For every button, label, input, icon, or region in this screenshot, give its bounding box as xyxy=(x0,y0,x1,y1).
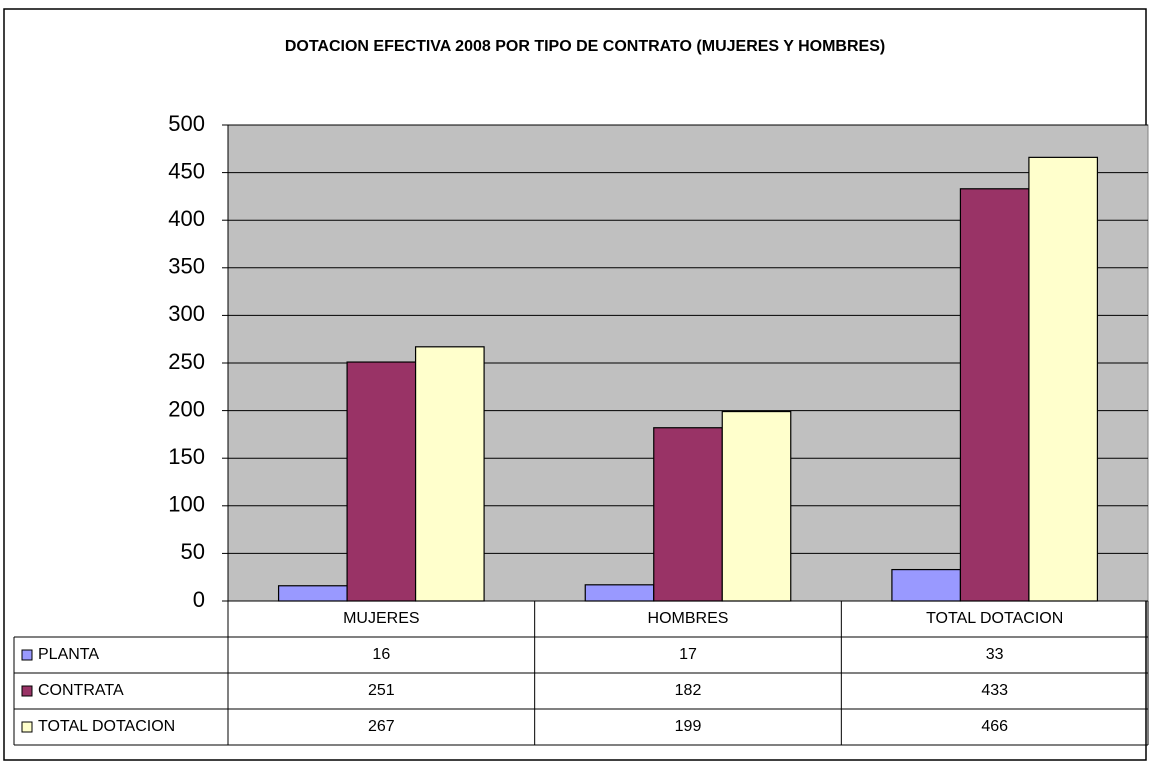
table-value: 267 xyxy=(368,718,395,735)
y-tick-label: 250 xyxy=(168,349,205,374)
legend-key xyxy=(21,649,33,661)
y-tick-label: 200 xyxy=(168,396,205,421)
table-value: 251 xyxy=(368,682,395,699)
table-value: 16 xyxy=(372,646,390,663)
y-tick-label: 400 xyxy=(168,206,205,231)
legend-label: PLANTA xyxy=(38,646,99,663)
x-tick-label: MUJERES xyxy=(343,610,419,627)
bar xyxy=(414,346,485,602)
y-tick-label: 50 xyxy=(181,539,205,564)
legend-label: CONTRATA xyxy=(38,682,124,699)
x-tick-label: TOTAL DOTACION xyxy=(926,610,1063,627)
y-tick-label: 450 xyxy=(168,158,205,183)
table-value: 466 xyxy=(981,718,1008,735)
bar xyxy=(891,568,962,602)
table-value: 199 xyxy=(675,718,702,735)
bar xyxy=(959,188,1030,602)
legend-label: TOTAL DOTACION xyxy=(38,718,175,735)
bar xyxy=(721,410,792,602)
x-tick-label: HOMBRES xyxy=(648,610,729,627)
table-value: 433 xyxy=(981,682,1008,699)
table-value: 33 xyxy=(986,646,1004,663)
legend-key xyxy=(21,685,33,697)
legend-key xyxy=(21,721,33,733)
y-tick-label: 300 xyxy=(168,301,205,326)
bar xyxy=(346,361,417,602)
y-tick-label: 0 xyxy=(193,587,205,612)
bar xyxy=(653,427,723,602)
bar xyxy=(1028,156,1099,602)
y-tick-label: 100 xyxy=(168,492,205,517)
table-value: 182 xyxy=(675,682,702,699)
y-tick-label: 350 xyxy=(168,254,205,279)
table-value: 17 xyxy=(679,646,697,663)
bar xyxy=(277,585,348,602)
chart-title: DOTACION EFECTIVA 2008 POR TIPO DE CONTR… xyxy=(285,38,885,55)
y-tick-label: 500 xyxy=(168,111,205,136)
bar xyxy=(584,584,655,602)
y-tick-label: 150 xyxy=(168,444,205,469)
